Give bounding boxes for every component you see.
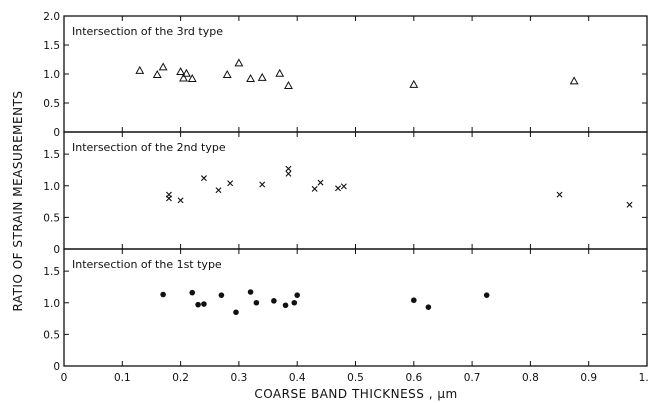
- data-point-triangle: [284, 80, 293, 89]
- data-point-cross: [317, 179, 324, 186]
- data-point-dot: [233, 309, 239, 316]
- y-tick-label: 0.5: [43, 329, 60, 341]
- y-tick-label: 0.5: [43, 98, 60, 110]
- x-tick-label: 0.2: [172, 372, 189, 384]
- x-tick-label: 0.6: [405, 372, 422, 384]
- data-point-cross: [165, 195, 172, 202]
- data-point-triangle: [234, 58, 244, 67]
- data-point-triangle: [246, 74, 256, 83]
- data-point-cross: [259, 181, 266, 188]
- data-point-dot: [189, 289, 196, 296]
- data-point-triangle: [409, 79, 419, 88]
- y-tick-label: 1.0: [43, 69, 60, 81]
- data-point-triangle: [176, 67, 186, 76]
- data-point-dot: [294, 292, 301, 298]
- data-point-triangle: [187, 74, 197, 83]
- data-point-dot: [271, 298, 277, 304]
- data-point-triangle: [135, 65, 145, 74]
- data-point-cross: [200, 175, 207, 182]
- data-point-cross: [177, 197, 184, 204]
- data-point-triangle: [222, 69, 232, 78]
- data-point-cross: [285, 165, 292, 172]
- x-tick-label: 0.8: [522, 372, 539, 384]
- data-point-cross: [340, 183, 347, 190]
- data-point-triangle: [257, 72, 267, 81]
- x-tick-label: 0.3: [231, 372, 248, 384]
- data-point-triangle: [275, 68, 285, 77]
- data-point-dot: [160, 291, 166, 298]
- data-point-triangle: [569, 76, 579, 85]
- data-point-dot: [425, 304, 432, 310]
- data-point-dot: [253, 299, 260, 306]
- data-point-cross: [626, 201, 633, 208]
- x-tick-label: 0.1: [114, 372, 131, 384]
- data-point-dot: [247, 289, 254, 295]
- data-point-triangle: [179, 73, 188, 82]
- data-point-dot: [282, 302, 289, 309]
- panel-title: Intersection of the 2nd type: [72, 141, 226, 154]
- x-axis-title: COARSE BAND THICKNESS , μm: [254, 387, 457, 401]
- data-point-dot: [201, 301, 207, 307]
- data-point-cross: [335, 185, 341, 192]
- panel-title: Intersection of the 3rd type: [72, 25, 223, 38]
- data-point-cross: [311, 185, 318, 192]
- chart-panels: 2.0 1.5 1.0 0.5 0 Intersection of the 3rd typ…: [43, 11, 648, 373]
- data-point-cross: [215, 187, 222, 194]
- chart-panel-1: 2.0 1.5 1.0 0.5 0 Intersection of the 3rd typ…: [43, 11, 648, 139]
- y-tick-label: 1.5: [43, 149, 60, 161]
- chart-panel-3: 1.5 1.0 0.5 0 Intersection of the 1st type: [43, 248, 648, 373]
- x-tick-label: 0.4: [289, 372, 306, 384]
- x-tick-label: 1.0: [639, 372, 648, 384]
- y-tick-label: 0.5: [43, 212, 60, 224]
- x-tick-label: 0.7: [464, 372, 481, 384]
- data-point-dot: [195, 301, 201, 308]
- x-tick-label: 0.9: [580, 372, 597, 384]
- y-tick-label: 2.0: [43, 11, 60, 23]
- panel-title: Intersection of the 1st type: [72, 258, 222, 271]
- data-point-cross: [556, 191, 563, 198]
- y-tick-label: 0: [53, 244, 60, 256]
- data-point-dot: [218, 292, 225, 298]
- y-tick-label: 1.0: [43, 181, 60, 193]
- x-axis: 0 0.1 0.2 0.3 0.4 0.5 0.6 0.7 0.8 0.9 1.0: [61, 372, 648, 384]
- y-tick-label: 1.0: [43, 298, 60, 310]
- data-point-triangle: [152, 69, 162, 78]
- x-tick-label: 0: [61, 372, 68, 384]
- data-point-dot: [291, 299, 298, 306]
- x-tick-label: 0.5: [347, 372, 364, 384]
- data-point-dot: [411, 297, 417, 304]
- data-point-cross: [285, 170, 292, 177]
- y-tick-label: 1.5: [43, 266, 60, 278]
- chart-panel-2: 1.5 1.0 0.5 0 Intersection of the 2nd type: [43, 131, 648, 256]
- data-point-dot: [483, 292, 490, 298]
- data-point-cross: [227, 180, 234, 187]
- data-point-triangle: [158, 62, 168, 71]
- y-tick-label: 0: [53, 127, 60, 139]
- y-tick-label: 1.5: [43, 40, 60, 52]
- data-point-triangle: [181, 68, 191, 77]
- y-axis-title: RATIO OF STRAIN MEASUREMENTS: [11, 90, 25, 311]
- y-tick-label: 0: [53, 361, 60, 373]
